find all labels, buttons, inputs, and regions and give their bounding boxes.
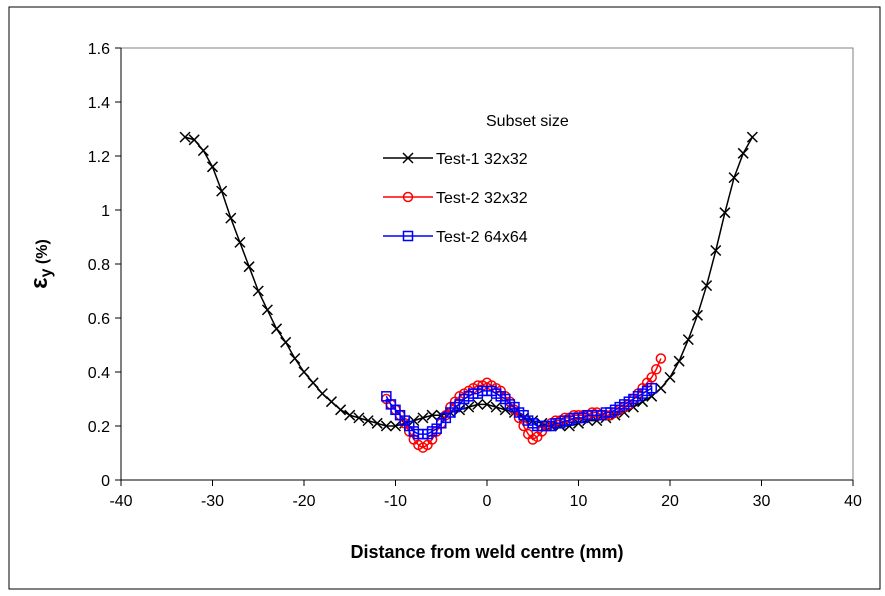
data-point [646,372,657,383]
y-tick-label: 0.4 [88,365,110,382]
data-point [344,409,356,421]
x-tick-label: -10 [384,493,407,510]
data-point [682,334,694,346]
data-point [335,404,347,416]
data-point [472,398,484,410]
legend-label: Test-1 32x32 [436,151,528,168]
data-point [261,304,273,316]
data-point [710,244,722,257]
data-point [188,134,200,146]
legend-label: Test-2 64x64 [436,229,528,246]
y-axis-title-symbol: ε [26,277,53,288]
data-point [252,285,264,297]
y-tick-label: 1.4 [88,95,110,112]
x-tick-label: -30 [201,493,224,510]
data-point [316,388,328,400]
data-point [481,398,493,410]
data-point [380,420,392,432]
y-tick-label: 1.2 [88,149,110,166]
data-point [737,147,749,159]
axes: -40 -30 -20 -10 0 10 20 30 40 0 0.2 0.4 0.6 0.8 1 1.2 1.… [88,41,862,510]
legend-title: Subset size [486,113,569,130]
y-tick-label: 1 [101,203,110,220]
data-point [280,336,292,348]
series-layer [179,131,758,453]
data-point [408,415,420,427]
data-point [179,131,191,143]
data-point [225,212,237,224]
plot-area [120,47,854,481]
data-point [426,409,438,421]
x-tick-label: 10 [570,493,588,510]
x-tick-label: 20 [661,493,679,510]
legend-entry: Test-2 64x64 [383,229,528,246]
data-point [371,417,383,429]
y-tick-label: 0.6 [88,311,110,328]
data-point [206,161,219,173]
data-point [353,412,365,424]
data-point [746,131,758,143]
data-point [728,172,740,184]
legend-marker [402,230,414,242]
data-point [673,355,685,367]
x-axis-title: Distance from weld centre (mm) [350,542,623,562]
data-point [646,382,657,394]
data-point [389,420,402,432]
data-point [243,261,255,273]
data-point [719,207,731,219]
data-point [271,323,283,335]
legend-marker [402,191,414,203]
y-axis-title-unit: (%) [34,239,51,268]
legend-label: Test-2 32x32 [436,190,528,207]
data-point [655,353,667,364]
data-point [307,377,319,389]
data-point [417,412,429,424]
data-point [651,364,662,375]
x-tick-label: -40 [109,493,132,510]
y-axis-title-subscript: y [38,268,55,277]
data-point [216,185,228,197]
legend-marker [402,152,414,164]
data-point [325,396,337,408]
data-point [197,145,209,157]
data-point [701,280,713,292]
data-point [490,401,502,413]
series-2 [381,382,657,440]
data-point [655,382,667,394]
legend-entries: Test-1 32x32 Test-2 32x32 Test-2 64x64 [383,151,528,246]
data-point [234,236,246,248]
y-axis-title: εy (%) [26,239,55,289]
data-point [664,371,676,383]
x-tick-label: 0 [483,493,492,510]
data-point [298,366,310,378]
y-tick-label: 0.2 [88,419,110,436]
data-point [289,352,301,365]
y-tick-label: 0 [101,473,110,490]
data-point [691,309,703,321]
legend-entry: Test-2 32x32 [383,190,528,207]
x-tick-label: -20 [292,493,315,510]
legend-entry: Test-1 32x32 [383,151,528,168]
y-tick-label: 0.8 [88,257,110,274]
x-tick-label: 40 [844,493,862,510]
data-point [362,415,374,427]
y-tick-label: 1.6 [88,41,110,58]
x-tick-label: 30 [753,493,771,510]
